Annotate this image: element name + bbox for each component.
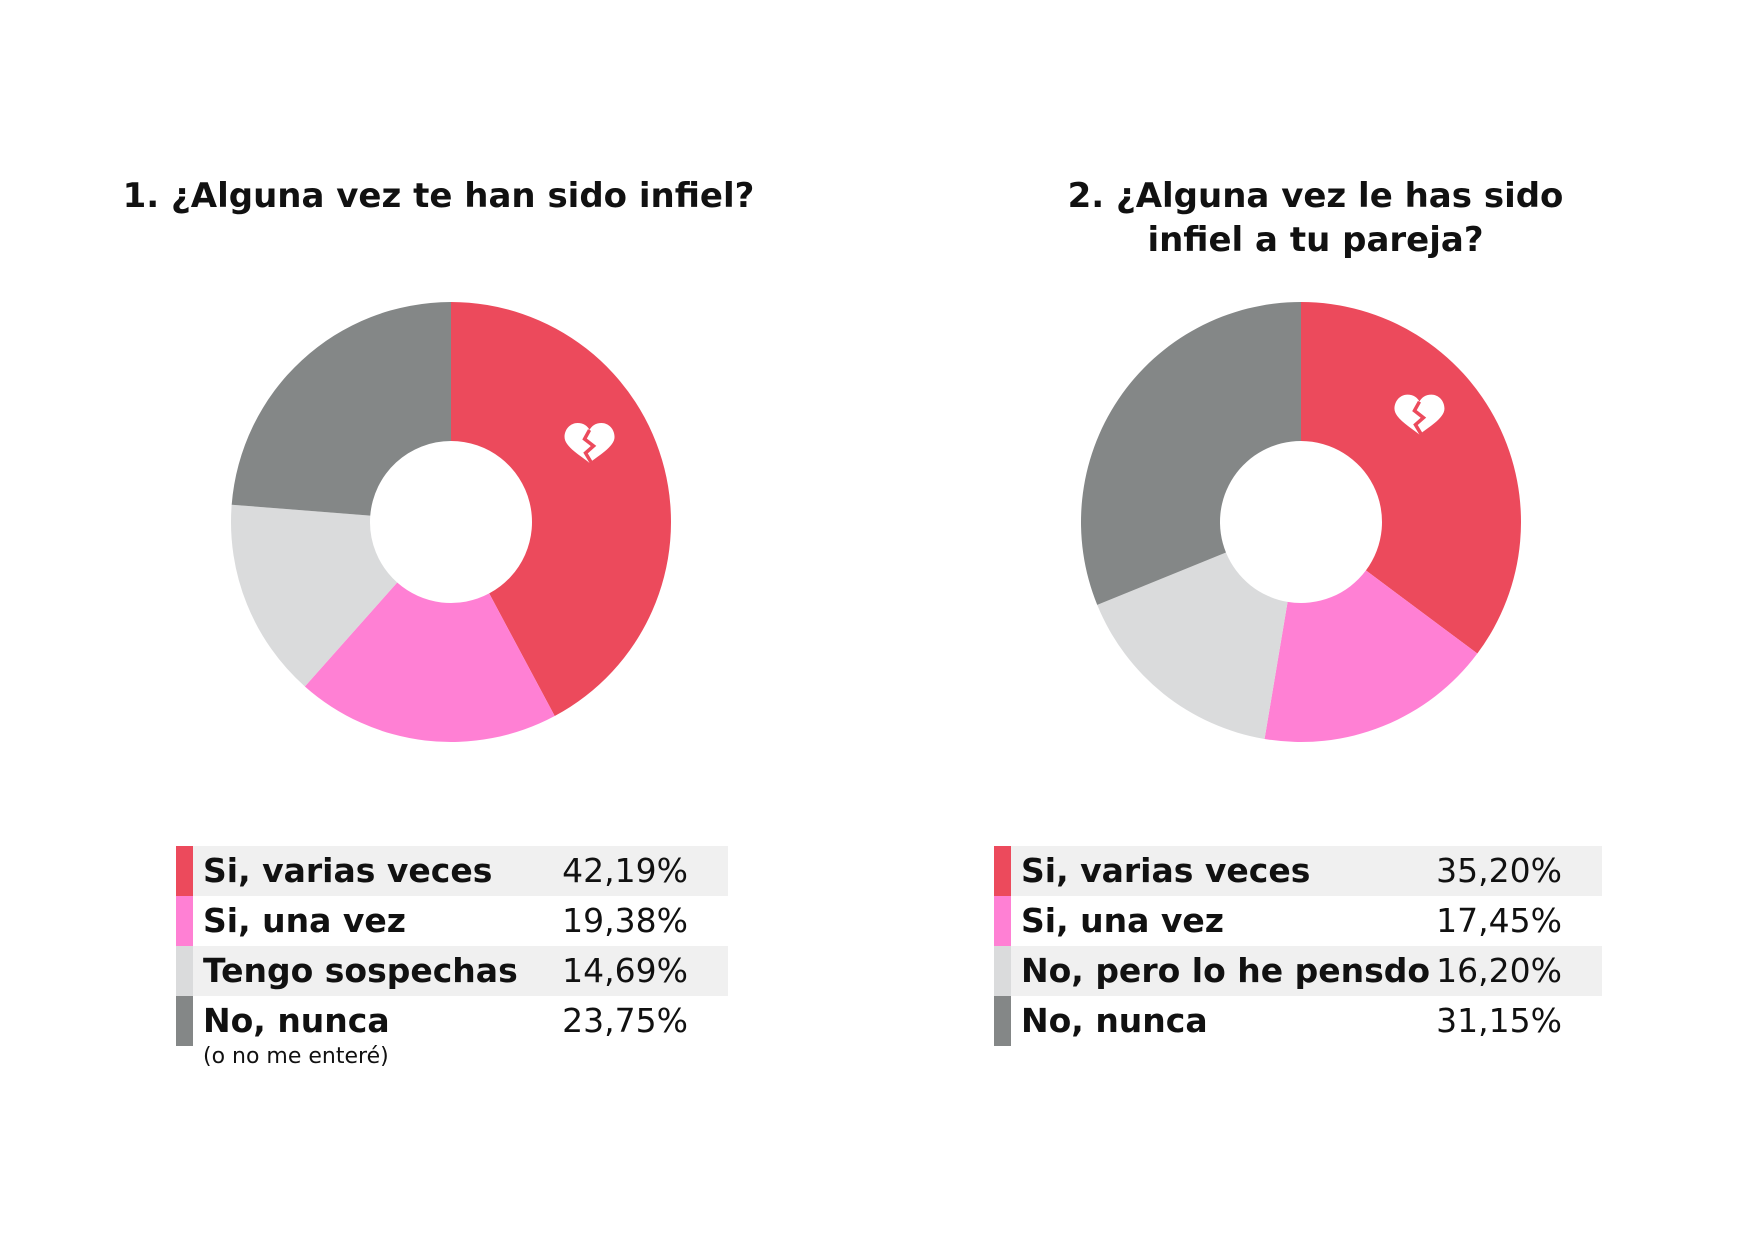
legend-swatch (176, 996, 193, 1046)
legend-value: 19,38% (562, 901, 688, 940)
legend-label: No, pero lo he pensdo (1021, 951, 1431, 990)
legend-swatch (176, 846, 193, 896)
legend-value: 35,20% (1436, 851, 1562, 890)
legend-note: (o no me enteré) (203, 1044, 389, 1069)
donut-slice (1301, 302, 1521, 654)
legend-row: Si, una vez 19,38% (176, 896, 728, 946)
donut-slice (230, 504, 398, 687)
donut-slice (1081, 302, 1301, 605)
donut-chart (230, 302, 671, 742)
legend-row: No, pero lo he pensdo 16,20% (994, 946, 1602, 996)
legend-swatch (994, 896, 1011, 946)
legend-value: 17,45% (1436, 901, 1562, 940)
chart-title: 1. ¿Alguna vez te han sido infiel? (0, 174, 877, 218)
donut-slice (304, 582, 555, 742)
chart-panel-1: 1. ¿Alguna vez te han sido infiel? Si, v… (0, 174, 877, 1069)
legend: Si, varias veces 35,20% Si, una vez 17,4… (994, 846, 1602, 1046)
legend-swatch (176, 946, 193, 996)
chart-title: 2. ¿Alguna vez le has sido infiel a tu p… (877, 174, 1754, 262)
chart-title-line: 1. ¿Alguna vez te han sido infiel? (122, 176, 755, 216)
legend-row: No, nunca 23,75% (o no me enteré) (176, 996, 728, 1069)
legend-value: 31,15% (1436, 1001, 1562, 1040)
donut-slice (1264, 570, 1478, 742)
legend-row: No, nunca 31,15% (994, 996, 1602, 1046)
donut-slice (231, 302, 451, 516)
chart-title-line: 2. ¿Alguna vez le has sido (1067, 176, 1564, 216)
legend-row: Si, varias veces 42,19% (176, 846, 728, 896)
chart-title-line: infiel a tu pareja? (1147, 220, 1484, 260)
broken-heart-icon (564, 422, 615, 464)
legend-value: 16,20% (1436, 951, 1562, 990)
legend-value: 42,19% (562, 851, 688, 890)
legend-swatch (994, 946, 1011, 996)
legend-value: 23,75% (562, 1001, 688, 1040)
chart-panel-2: 2. ¿Alguna vez le has sido infiel a tu p… (877, 0, 1754, 1241)
legend-swatch (176, 896, 193, 946)
donut-slice (1097, 552, 1288, 739)
legend-label: Si, varias veces (203, 851, 493, 890)
legend-swatch (994, 846, 1011, 896)
legend-label: No, nunca (1021, 1001, 1208, 1040)
legend-label: Tengo sospechas (203, 951, 518, 990)
legend-row: Si, una vez 17,45% (994, 896, 1602, 946)
legend-value: 14,69% (562, 951, 688, 990)
legend-row: Si, varias veces 35,20% (994, 846, 1602, 896)
legend-label: Si, una vez (1021, 901, 1224, 940)
donut-slice (451, 302, 671, 717)
legend: Si, varias veces 42,19% Si, una vez 19,3… (176, 846, 728, 1069)
legend-swatch (994, 996, 1011, 1046)
legend-row: Tengo sospechas 14,69% (176, 946, 728, 996)
legend-label: Si, varias veces (1021, 851, 1311, 890)
broken-heart-icon (1394, 394, 1445, 436)
legend-label: Si, una vez (203, 901, 406, 940)
donut-chart (1081, 302, 1521, 742)
legend-label: No, nunca (203, 1001, 390, 1040)
